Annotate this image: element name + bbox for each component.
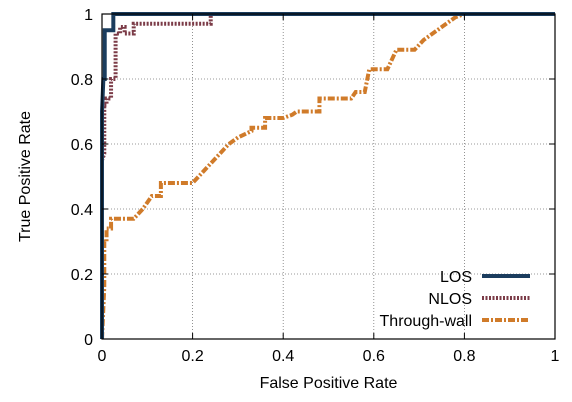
y-axis-title: True Positive Rate [17,111,34,242]
series-lines [100,12,555,340]
x-tick-label-5: 1 [551,348,560,365]
x-tick-label-0: 0 [98,348,107,365]
legend: LOS NLOS Through-wall [380,269,530,330]
axis-ticks: 0 0.2 0.4 0.6 0.8 1 0 0.2 0.4 0.6 0.8 1 [71,7,560,365]
y-tick-label-5: 1 [84,7,93,24]
x-axis-title: False Positive Rate [260,375,398,392]
grid [102,14,555,339]
legend-label-los: LOS [440,269,472,286]
x-tick-label-2: 0.4 [272,348,294,365]
series-line-nlos [100,12,555,339]
plot-frame [101,13,556,340]
x-tick-label-4: 0.8 [453,348,475,365]
legend-label-through-wall: Through-wall [380,313,472,330]
x-tick-label-1: 0.2 [181,348,203,365]
y-tick-label-4: 0.8 [71,72,93,89]
x-tick-label-3: 0.6 [363,348,385,365]
series-line-los [100,12,555,339]
y-tick-label-0: 0 [84,332,93,349]
y-tick-label-3: 0.6 [71,137,93,154]
series-line-through-wall [100,12,555,340]
legend-label-nlos: NLOS [428,291,472,308]
y-tick-label-2: 0.4 [71,202,93,219]
y-tick-label-1: 0.2 [71,267,93,284]
